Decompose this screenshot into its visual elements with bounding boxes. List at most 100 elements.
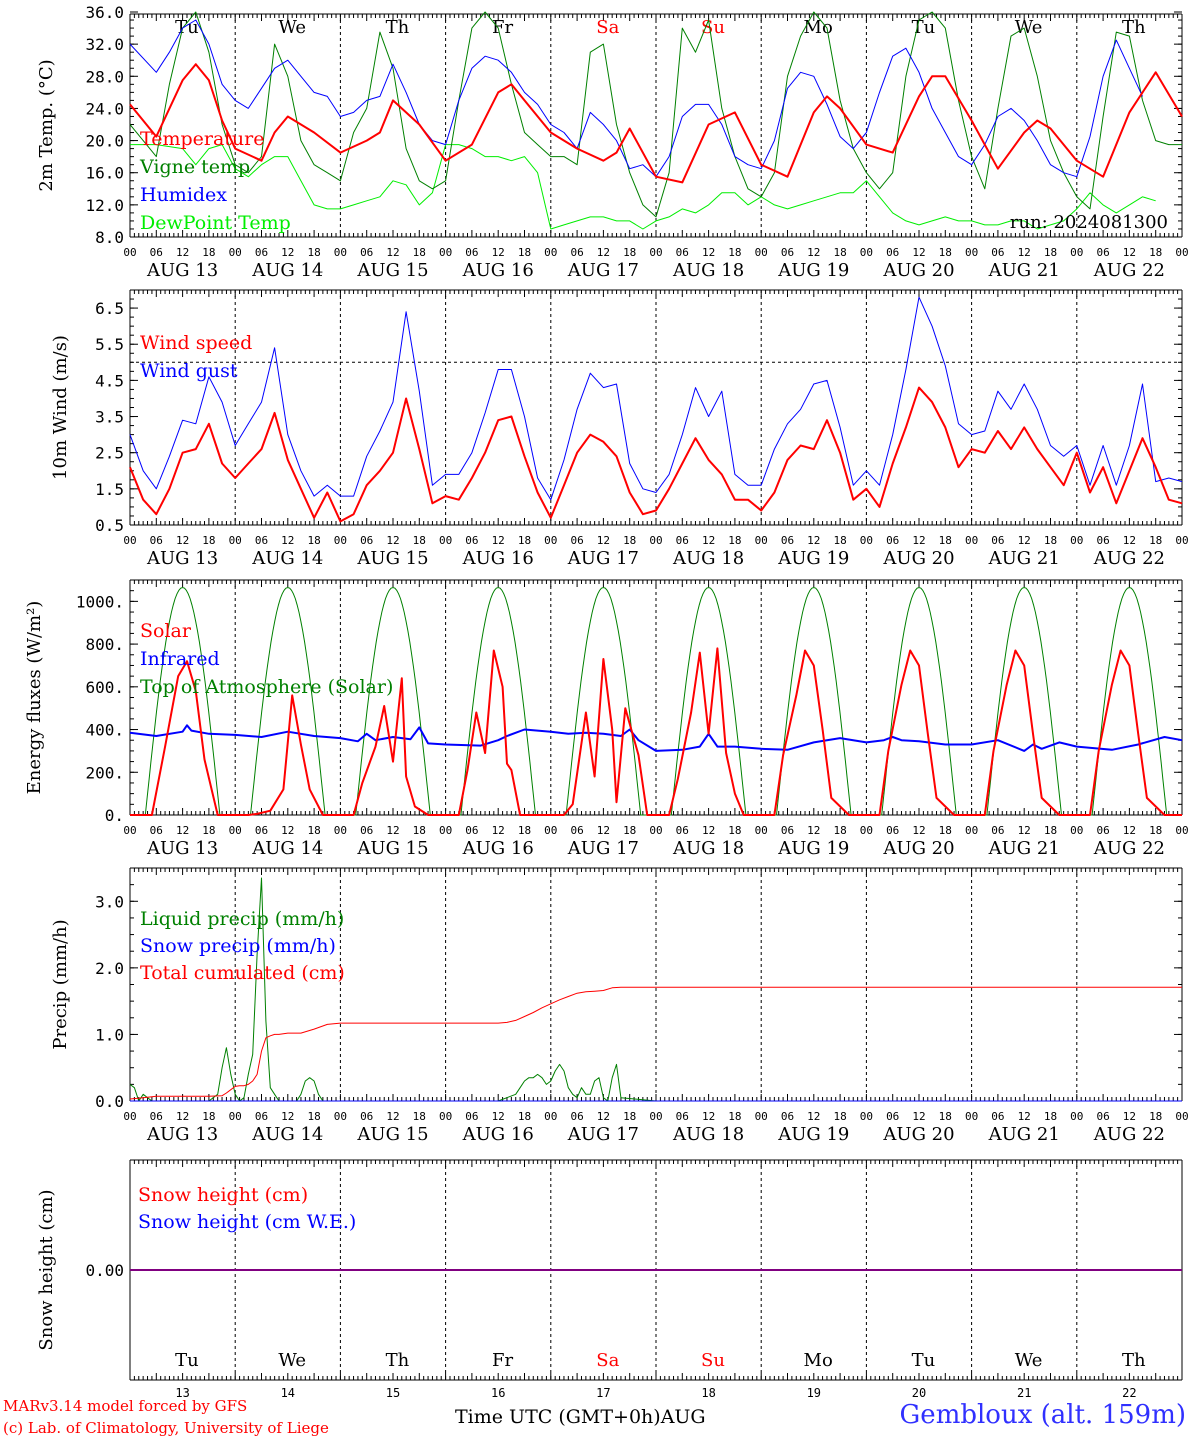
legend-entry: Infrared (140, 648, 220, 670)
date-label: AUG 13 (146, 838, 218, 859)
hour-tick-label: 18 (939, 246, 952, 259)
hour-tick-label: 00 (123, 824, 136, 837)
hour-tick-label: 06 (360, 824, 373, 837)
y-tick-label: 4.5 (95, 371, 124, 390)
hour-tick-label: 18 (1149, 246, 1162, 259)
hour-tick-label: 06 (1096, 1110, 1109, 1123)
hour-tick-label: 12 (807, 534, 820, 547)
hour-tick-label: 00 (1175, 534, 1188, 547)
hour-tick-label: 12 (912, 534, 925, 547)
y-tick-label: 0.00 (85, 1261, 124, 1280)
hour-tick-label: 12 (912, 1110, 925, 1123)
hour-tick-label: 18 (623, 1110, 636, 1123)
y-tick-label: 800. (85, 635, 124, 654)
hour-tick-label: 00 (965, 534, 978, 547)
legend-entry: Humidex (140, 184, 227, 206)
series-line-dewpoint-temp (130, 144, 1156, 230)
hour-tick-label: 06 (676, 246, 689, 259)
hour-tick-label: 12 (492, 246, 505, 259)
hour-tick-label: 12 (702, 534, 715, 547)
date-label: AUG 15 (356, 548, 428, 569)
hour-tick-label: 18 (518, 246, 531, 259)
hour-tick-label: 00 (439, 246, 452, 259)
hour-tick-label: 12 (176, 246, 189, 259)
hour-tick-label: 06 (360, 534, 373, 547)
weekday-label: Mo (804, 1350, 833, 1371)
hour-tick-label: 12 (492, 824, 505, 837)
date-label: AUG 16 (462, 260, 534, 281)
y-tick-label: 2.5 (95, 444, 124, 463)
weekday-label: We (278, 1350, 306, 1371)
run-annotation: run: 2024081300 (1010, 212, 1168, 233)
hour-tick-label: 06 (465, 534, 478, 547)
date-label: AUG 22 (1093, 1124, 1165, 1145)
hour-tick-label: 00 (439, 1110, 452, 1123)
hour-tick-label: 00 (860, 246, 873, 259)
y-tick-label: 20.0 (85, 132, 124, 151)
series-line-wind-speed (129, 386, 1183, 523)
date-label: AUG 21 (988, 1124, 1060, 1145)
hour-tick-label: 18 (1149, 824, 1162, 837)
hour-tick-label: 18 (1044, 246, 1057, 259)
day-number-label: 18 (701, 1386, 715, 1400)
legend-entry: Liquid precip (mm/h) (140, 908, 344, 930)
weekday-label: Th (1122, 1350, 1146, 1371)
day-number-label: 20 (912, 1386, 926, 1400)
date-label: AUG 15 (356, 260, 428, 281)
series-line-humidex (129, 19, 1143, 178)
date-label: AUG 22 (1093, 260, 1165, 281)
y-tick-label: 3.5 (95, 408, 124, 427)
date-label: AUG 14 (251, 548, 323, 569)
date-label: AUG 20 (882, 838, 954, 859)
hour-tick-label: 12 (1123, 246, 1136, 259)
y-tick-label: 28.0 (85, 67, 124, 86)
hour-tick-label: 12 (912, 246, 925, 259)
hour-tick-label: 18 (728, 246, 741, 259)
date-label: AUG 13 (146, 548, 218, 569)
hour-tick-label: 00 (1175, 246, 1188, 259)
date-label: AUG 20 (882, 548, 954, 569)
hour-tick-label: 00 (1175, 1110, 1188, 1123)
y-tick-label: 0.5 (95, 516, 124, 535)
date-label: AUG 21 (988, 260, 1060, 281)
hour-tick-label: 12 (597, 1110, 610, 1123)
y-tick-label: 16.0 (85, 164, 124, 183)
y-tick-label: 2.0 (95, 959, 124, 978)
series-line-infrared (129, 724, 1183, 752)
weekday-label: Th (386, 1350, 410, 1371)
hour-tick-label: 06 (1096, 246, 1109, 259)
hour-tick-label: 06 (360, 246, 373, 259)
series-line-total-cumulated (129, 986, 1182, 1100)
hour-tick-label: 12 (1018, 246, 1031, 259)
hour-tick-label: 00 (334, 824, 347, 837)
y-axis-label: Energy fluxes (W/m²) (24, 601, 45, 795)
hour-tick-label: 06 (886, 1110, 899, 1123)
hour-tick-label: 00 (649, 246, 662, 259)
hour-tick-label: 18 (1149, 1110, 1162, 1123)
hour-tick-label: 12 (807, 1110, 820, 1123)
hour-tick-label: 18 (623, 534, 636, 547)
weekday-label: Sa (596, 1350, 619, 1371)
hour-tick-label: 12 (176, 824, 189, 837)
hour-tick-label: 00 (1070, 824, 1083, 837)
hour-tick-label: 00 (544, 534, 557, 547)
date-label: AUG 13 (146, 1124, 218, 1145)
day-number-label: 17 (596, 1386, 610, 1400)
date-label: AUG 16 (462, 838, 534, 859)
day-number-label: 14 (281, 1386, 295, 1400)
hour-tick-label: 12 (281, 534, 294, 547)
day-number-label: 15 (386, 1386, 400, 1400)
hour-tick-label: 00 (755, 246, 768, 259)
hour-tick-label: 00 (965, 1110, 978, 1123)
hour-tick-label: 06 (886, 534, 899, 547)
hour-tick-label: 18 (413, 1110, 426, 1123)
date-label: AUG 17 (567, 548, 639, 569)
hour-tick-label: 00 (1070, 534, 1083, 547)
hour-tick-label: 06 (991, 534, 1004, 547)
hour-tick-label: 06 (781, 1110, 794, 1123)
hour-tick-label: 06 (676, 1110, 689, 1123)
hour-tick-label: 00 (755, 534, 768, 547)
series-line-wind-gust (129, 296, 1183, 501)
weekday-label: Fr (492, 17, 513, 38)
day-number-label: 13 (175, 1386, 189, 1400)
